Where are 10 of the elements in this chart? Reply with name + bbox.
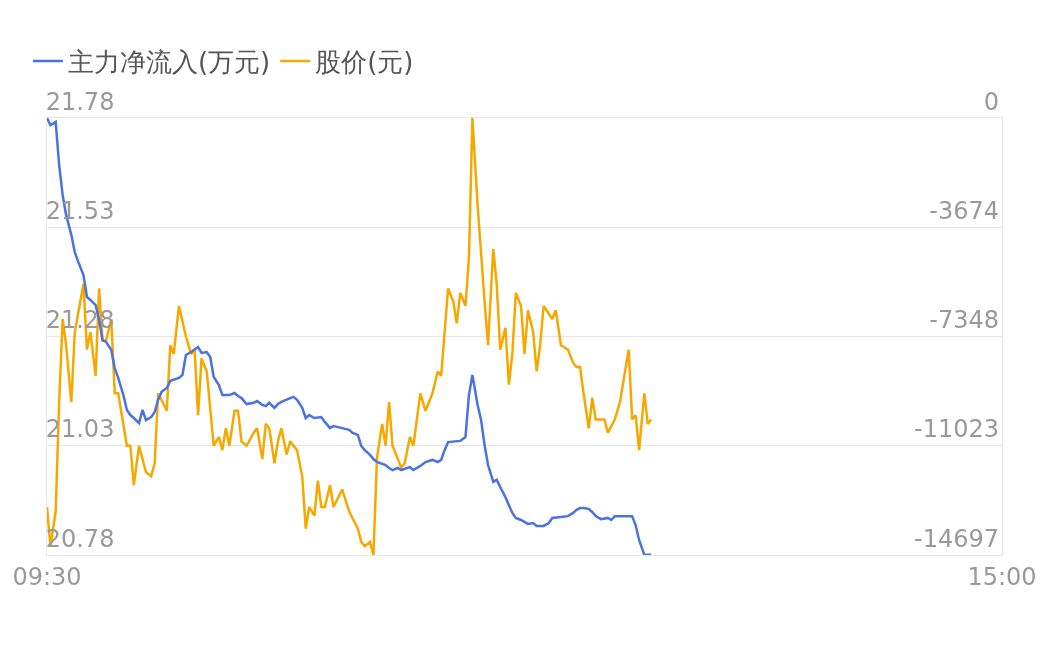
y2-tick-label: -3674 [929,196,999,225]
x-tick-label: 15:00 [967,562,1037,591]
y2-tick-label: -7348 [929,306,999,335]
y2-tick-label: 0 [983,87,999,116]
y2-tick-label: -11023 [913,415,999,444]
y2-tick-label: -14697 [913,524,999,553]
x-tick-label: 09:30 [12,562,82,591]
y-tick-label: 21.78 [45,87,115,116]
legend-label: 股价(元) [315,47,414,78]
legend-label: 主力净流入(万元) [67,47,271,78]
